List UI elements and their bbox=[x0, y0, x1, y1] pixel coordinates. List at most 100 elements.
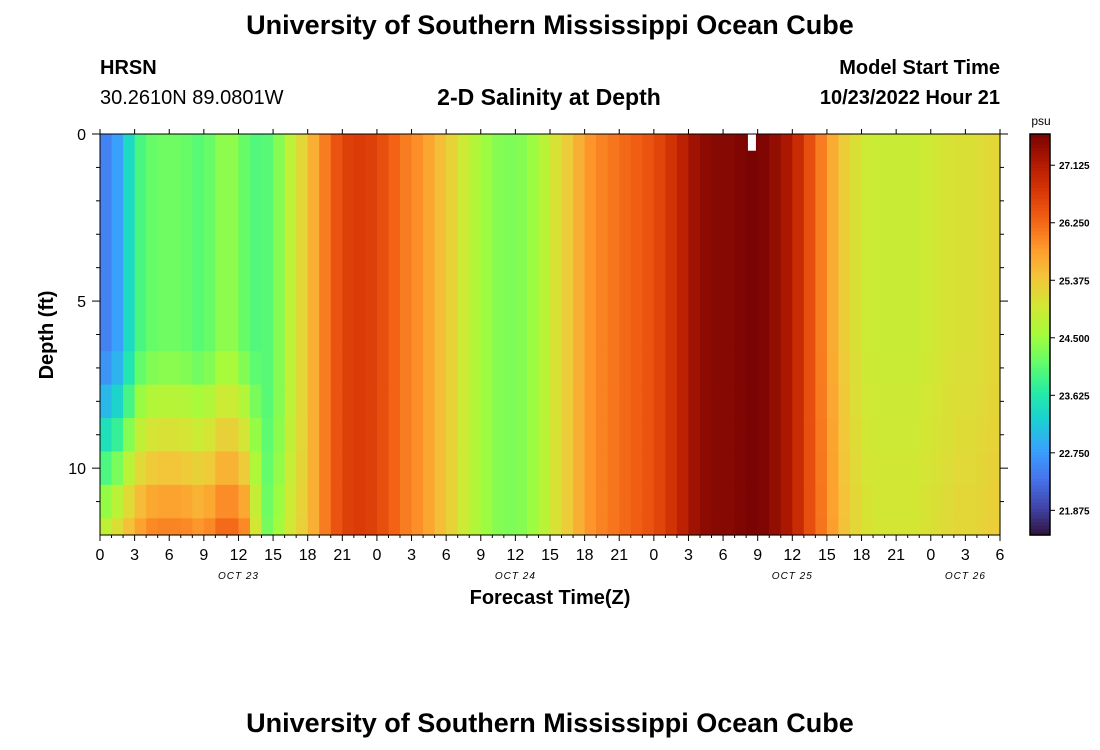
heatmap-cell bbox=[584, 484, 597, 519]
heatmap-cell bbox=[319, 484, 332, 519]
colorbar-segment bbox=[1030, 324, 1050, 329]
heatmap-cell bbox=[538, 484, 551, 519]
heatmap-cell bbox=[423, 518, 436, 536]
heatmap-cell bbox=[273, 384, 286, 419]
plot-title: 2-D Salinity at Depth bbox=[437, 84, 661, 110]
heatmap-cell bbox=[273, 351, 286, 386]
heatmap-cell bbox=[492, 451, 505, 486]
heatmap-cell bbox=[296, 484, 309, 519]
heatmap-cell bbox=[953, 351, 966, 386]
heatmap-cell bbox=[711, 451, 724, 486]
heatmap-cell bbox=[711, 518, 724, 536]
heatmap-cell bbox=[596, 451, 609, 486]
colorbar-segment bbox=[1030, 434, 1050, 439]
heatmap-cell bbox=[584, 351, 597, 386]
heatmap-cell bbox=[930, 134, 943, 352]
heatmap-cell bbox=[123, 451, 136, 486]
heatmap-cell bbox=[503, 451, 516, 486]
heatmap-cell bbox=[411, 418, 424, 453]
heatmap-cell bbox=[803, 418, 816, 453]
chart-axes: 0 3 6 9 12 15 18 21 0 3 6 9 12 15 18 21 0 3 6 9 12 15 18 21 0 3 6O… bbox=[68, 127, 1008, 582]
date-label: OCT 25 bbox=[772, 571, 813, 582]
heatmap-cell bbox=[792, 134, 805, 352]
heatmap-cell bbox=[930, 451, 943, 486]
heatmap-cell bbox=[400, 384, 413, 419]
heatmap-cell bbox=[850, 418, 863, 453]
heatmap-cell bbox=[146, 351, 159, 386]
heatmap-cell bbox=[711, 134, 724, 352]
colorbar-segment bbox=[1030, 354, 1050, 359]
heatmap-cell bbox=[492, 418, 505, 453]
heatmap-cell bbox=[988, 418, 1001, 453]
colorbar-segment bbox=[1030, 277, 1050, 282]
heatmap-cell bbox=[965, 351, 978, 386]
heatmap-cell bbox=[146, 384, 159, 419]
heatmap-cell bbox=[700, 384, 713, 419]
colorbar-segment bbox=[1030, 144, 1050, 148]
heatmap-cell bbox=[884, 418, 897, 453]
heatmap-cell bbox=[826, 134, 840, 352]
heatmap-cell bbox=[573, 134, 586, 352]
colorbar-segment bbox=[1030, 518, 1050, 523]
heatmap-cell bbox=[400, 351, 413, 386]
heatmap-cell bbox=[573, 384, 586, 419]
heatmap-cell bbox=[307, 418, 320, 453]
heatmap-cell bbox=[457, 451, 470, 486]
colorbar-segment bbox=[1030, 438, 1050, 443]
heatmap-cell bbox=[930, 351, 943, 386]
heatmap-cell bbox=[619, 351, 632, 386]
heatmap-cell bbox=[284, 484, 297, 519]
heatmap-cell bbox=[584, 134, 597, 352]
heatmap-cell bbox=[907, 384, 920, 419]
colorbar-segment bbox=[1030, 474, 1050, 479]
heatmap-cell bbox=[965, 384, 978, 419]
colorbar-segment bbox=[1030, 458, 1050, 463]
heatmap-cell bbox=[526, 518, 540, 536]
colorbar-unit: psu bbox=[1031, 114, 1050, 128]
colorbar-segment bbox=[1030, 478, 1050, 483]
colorbar-segment bbox=[1030, 234, 1050, 239]
heatmap-cell bbox=[192, 384, 205, 419]
heatmap-cell bbox=[365, 518, 378, 536]
heatmap-cell bbox=[850, 384, 863, 419]
heatmap-cell bbox=[746, 418, 759, 453]
heatmap-cell bbox=[884, 518, 897, 536]
heatmap-cell bbox=[942, 384, 955, 419]
heatmap-cell bbox=[238, 351, 251, 386]
colorbar-segment bbox=[1030, 230, 1050, 235]
heatmap-cell bbox=[550, 351, 563, 386]
colorbar-segment bbox=[1030, 187, 1050, 192]
heatmap-cell bbox=[400, 451, 413, 486]
colorbar-segment bbox=[1030, 391, 1050, 396]
heatmap-cell bbox=[434, 518, 447, 536]
heatmap-cell bbox=[619, 484, 632, 519]
colorbar-segment bbox=[1030, 401, 1050, 406]
heatmap-cell bbox=[919, 384, 932, 419]
heatmap-cell bbox=[861, 518, 874, 536]
heatmap-cell bbox=[919, 484, 932, 519]
colorbar-segment bbox=[1030, 267, 1050, 272]
heatmap-cell bbox=[192, 518, 205, 536]
heatmap-cell bbox=[423, 418, 436, 453]
heatmap-cell bbox=[215, 451, 228, 486]
heatmap-cell bbox=[780, 134, 793, 352]
heatmap-cell bbox=[111, 134, 124, 352]
heatmap-cell bbox=[550, 134, 563, 352]
colorbar-tick-label: 24.500 bbox=[1059, 334, 1090, 345]
heatmap-cell bbox=[596, 418, 609, 453]
heatmap-cell bbox=[434, 418, 447, 453]
x-tick-label: 6 bbox=[719, 547, 728, 564]
heatmap-cell bbox=[723, 351, 736, 386]
date-label: OCT 24 bbox=[495, 571, 536, 582]
heatmap-cell bbox=[965, 484, 978, 519]
heatmap-cell bbox=[365, 384, 378, 419]
heatmap-cell bbox=[573, 518, 586, 536]
heatmap-cell bbox=[123, 384, 136, 419]
heatmap-cell bbox=[792, 351, 805, 386]
heatmap-cell bbox=[215, 418, 228, 453]
heatmap-cell bbox=[296, 518, 309, 536]
heatmap-cell bbox=[100, 484, 113, 519]
heatmap-cell bbox=[503, 418, 516, 453]
heatmap-cell bbox=[180, 351, 193, 386]
heatmap-cell bbox=[596, 518, 609, 536]
